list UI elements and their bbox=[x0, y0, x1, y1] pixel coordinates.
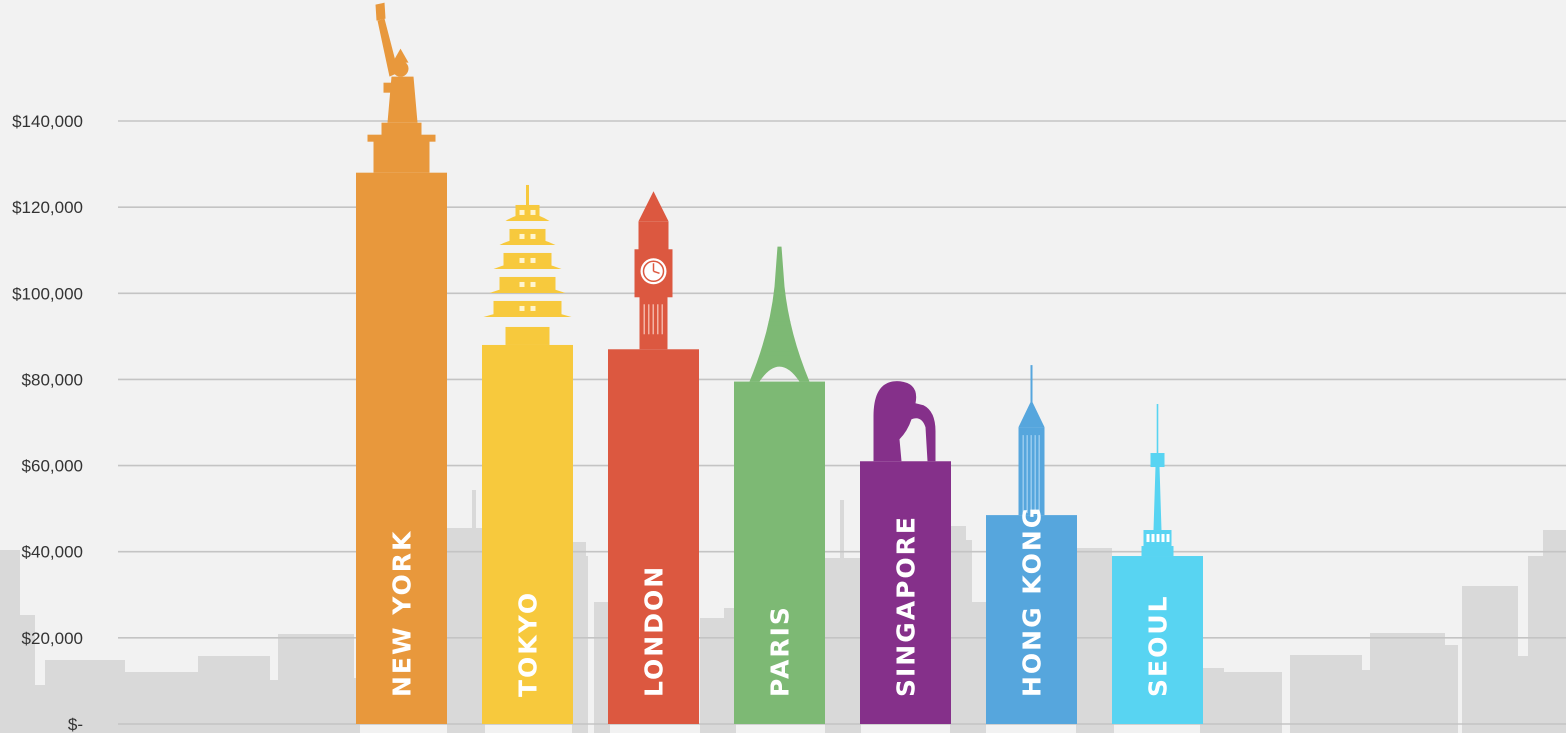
bar-group-new-york: NEW YORK bbox=[356, 2, 447, 724]
y-tick-label: $20,000 bbox=[22, 629, 83, 648]
skyline-building bbox=[1222, 672, 1282, 733]
y-axis: $- $20,000 $40,000 $60,000 $80,000 $100,000 $1… bbox=[12, 112, 83, 733]
skyline-building bbox=[724, 608, 736, 733]
skyline-building bbox=[950, 526, 966, 733]
skyline-building bbox=[1100, 560, 1114, 733]
bar-new-york bbox=[356, 172, 447, 724]
bar-group-london: LONDON bbox=[608, 191, 699, 724]
y-tick-label: $60,000 bbox=[22, 457, 83, 476]
background-skyline bbox=[0, 490, 1566, 733]
skyline-building bbox=[1440, 645, 1458, 733]
skyline-building bbox=[1543, 530, 1566, 733]
skyline-building bbox=[447, 528, 485, 733]
y-tick-label: $120,000 bbox=[12, 198, 83, 217]
skyline-building bbox=[840, 500, 844, 733]
skyline-building bbox=[594, 602, 610, 733]
skyline-building bbox=[120, 672, 200, 733]
y-tick-label: $- bbox=[68, 715, 83, 733]
y-tick-label: $140,000 bbox=[12, 112, 83, 131]
bar-tokyo bbox=[482, 344, 573, 724]
skyline-building bbox=[1462, 586, 1518, 733]
y-tick-label: $40,000 bbox=[22, 543, 83, 562]
bar-label-tokyo: TOKYO bbox=[514, 591, 543, 697]
bar-label-singapore: SINGAPORE bbox=[892, 515, 921, 697]
skyline-building bbox=[1370, 633, 1445, 733]
skyline-building bbox=[964, 540, 972, 733]
bar-label-seoul: SEOUL bbox=[1144, 594, 1173, 697]
bar-group-hong-kong: HONG KONG bbox=[986, 365, 1077, 724]
bar-london bbox=[608, 349, 699, 724]
bar-label-new-york: NEW YORK bbox=[388, 530, 417, 697]
bar-group-paris: PARIS bbox=[734, 246, 825, 724]
merlion-icon bbox=[873, 381, 936, 462]
eiffel-tower-icon bbox=[749, 246, 810, 382]
bar-singapore bbox=[860, 461, 951, 724]
bar-label-hong-kong: HONG KONG bbox=[1018, 506, 1047, 697]
bar-label-paris: PARIS bbox=[766, 605, 795, 697]
bar-paris bbox=[734, 381, 825, 724]
skyline-building bbox=[1515, 656, 1529, 733]
skyscraper-icon bbox=[1018, 365, 1045, 516]
bar-label-london: LONDON bbox=[640, 565, 669, 697]
skyline-building bbox=[970, 602, 986, 733]
y-tick-label: $100,000 bbox=[12, 284, 83, 303]
skyline-building bbox=[1200, 668, 1224, 733]
bar-hong-kong bbox=[986, 515, 1077, 724]
bars: NEW YORK TOKYO LONDON PARIS SINGAPORE HONG KO… bbox=[356, 2, 1203, 724]
bar-seoul bbox=[1112, 556, 1203, 724]
skyline-building bbox=[198, 656, 270, 733]
statue-of-liberty-icon bbox=[367, 2, 436, 173]
bar-group-tokyo: TOKYO bbox=[482, 184, 573, 724]
skyline-building bbox=[472, 490, 476, 733]
skyline-building bbox=[1290, 655, 1362, 733]
skyline-building bbox=[45, 660, 125, 733]
bar-group-seoul: SEOUL bbox=[1112, 404, 1203, 724]
pagoda-icon bbox=[483, 184, 572, 345]
y-tick-label: $80,000 bbox=[22, 370, 83, 389]
n-seoul-tower-icon bbox=[1141, 404, 1174, 557]
skyline-building bbox=[1360, 670, 1372, 733]
big-ben-icon bbox=[634, 191, 673, 350]
bar-group-singapore: SINGAPORE bbox=[860, 381, 951, 724]
skyline-building bbox=[340, 678, 360, 733]
skyline-building bbox=[580, 556, 588, 733]
